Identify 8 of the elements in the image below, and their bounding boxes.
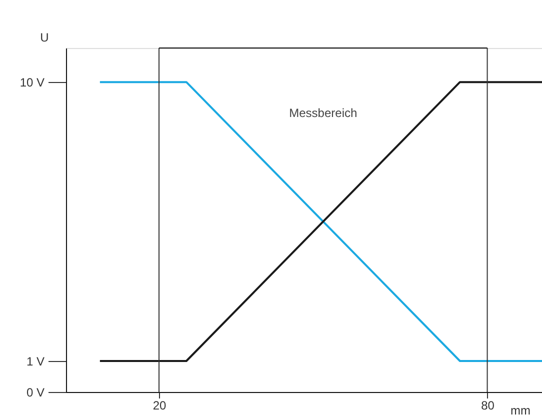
x-tick-label: 80 bbox=[481, 398, 495, 412]
y-tick-label: 0 V bbox=[26, 386, 44, 400]
y-axis-title: U bbox=[40, 30, 49, 44]
x-tick-label: 20 bbox=[152, 398, 167, 412]
annotation: Messbereich bbox=[289, 106, 358, 120]
y-tick-label: 1 V bbox=[26, 354, 44, 369]
y-tick-label: 10 V bbox=[20, 76, 44, 90]
x-axis-title: mm bbox=[510, 404, 530, 418]
